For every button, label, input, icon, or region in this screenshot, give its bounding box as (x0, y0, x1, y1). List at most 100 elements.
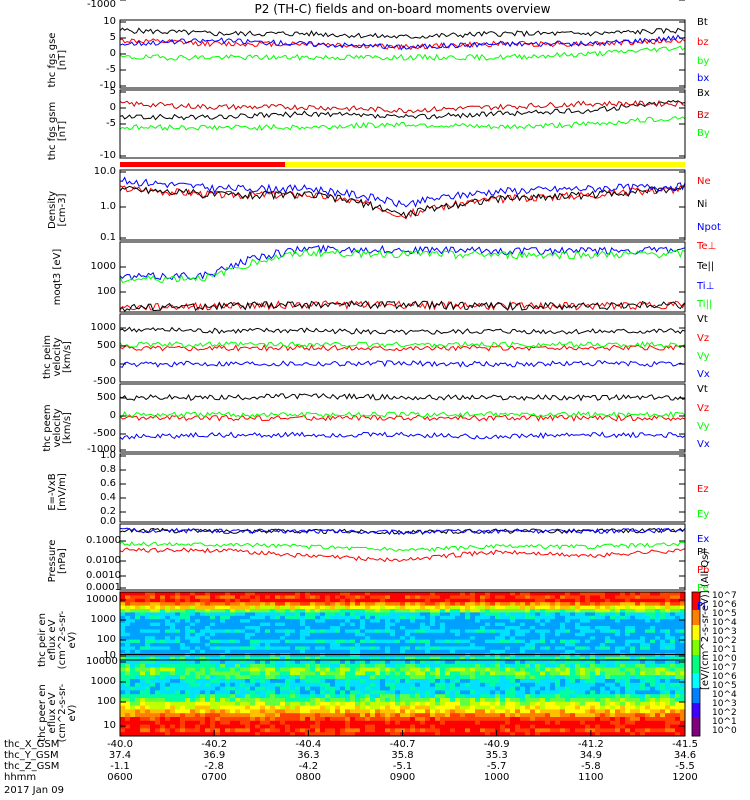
y-tick-label: 0.0100 (86, 555, 121, 566)
legend-entry: Vz (697, 333, 710, 344)
x-tick-label: 34.9 (579, 750, 602, 761)
series-line (119, 299, 686, 312)
legend-entry: bz (697, 37, 709, 48)
x-tick-label: -40.2 (201, 739, 228, 750)
y-tick-label: -500 (93, 376, 116, 387)
x-tick-label: -1.1 (110, 761, 130, 772)
y-tick-label: 0 (109, 48, 116, 59)
series-line (119, 299, 686, 312)
y-tick-label: 1000 (90, 261, 116, 272)
x-tick-label: 34.6 (673, 750, 697, 761)
y-tick-label: 0.2 (100, 506, 116, 517)
x-tick-label: -5.7 (486, 761, 507, 772)
colorbar-tick: 10^1 (712, 645, 737, 655)
x-tick-label: 36.9 (203, 750, 226, 761)
x-tick-label: -41.2 (577, 739, 604, 750)
x-tick-label: 35.3 (485, 750, 508, 761)
series-line (119, 326, 686, 336)
colorbar-tick: 10^0 (712, 726, 737, 736)
legend-entry: bx (697, 73, 710, 84)
legend-entry: Npot (697, 222, 721, 233)
legend-entry: Bz (697, 110, 710, 121)
colorbar (691, 591, 701, 737)
y-tick-label: 10 (103, 16, 116, 27)
panel-4 (119, 241, 686, 313)
x-row-label: thc_X_GSM (4, 739, 60, 750)
panel-frame (119, 169, 686, 241)
legend-entry: Vx (697, 439, 710, 450)
legend-entry: Vt (697, 314, 708, 325)
series-line (119, 37, 686, 51)
x-row-label: thc_Z_GSM (4, 761, 60, 772)
series-line (119, 45, 686, 62)
y-tick-label: 0.1000 (86, 535, 121, 546)
legend-entry: Ti|| (697, 299, 713, 310)
y-axis-label: thc peer en eflux eV (cm^2-s-sr-eV) (37, 683, 78, 743)
panel-frame (119, 241, 686, 313)
panel-5 (119, 0, 686, 383)
x-tick-label: -40.4 (295, 739, 322, 750)
y-axis-label: moqt3 [eV] (52, 248, 63, 306)
x-tick-label: -5.8 (581, 761, 601, 772)
series-line (119, 547, 686, 563)
legend-entry: Pe (697, 583, 709, 594)
series-line (119, 184, 686, 219)
series-line (119, 99, 686, 121)
y-tick-label: 1000 (90, 676, 116, 687)
x-tick-label: 1100 (578, 772, 604, 783)
legend-entry: Vz (697, 403, 710, 414)
y-tick-label: 100 (96, 696, 116, 707)
y-tick-label: 0 (109, 102, 116, 113)
x-tick-label: -40.0 (107, 739, 133, 750)
x-tick-label: -5.5 (675, 761, 695, 772)
colorbar-tick: 10^2 (712, 708, 737, 718)
series-line (119, 360, 686, 368)
series-line (119, 431, 686, 441)
colorbar-tick: 10^4 (712, 618, 737, 628)
series-line (119, 527, 686, 536)
y-tick-label: 500 (96, 392, 116, 403)
x-tick-label: -4.2 (298, 761, 319, 772)
x-tick-label: -41.5 (672, 739, 698, 750)
series-line (119, 176, 686, 208)
x-tick-label: 0700 (201, 772, 227, 783)
y-tick-label: -1000 (86, 444, 116, 455)
legend-entry: Pb (697, 565, 710, 576)
y-tick-label: -5 (106, 118, 116, 129)
x-tick-label: 1200 (672, 772, 698, 783)
colorbar-tick: 10^5 (712, 609, 737, 619)
legend-entry: Vt (697, 384, 708, 395)
series-line (119, 34, 686, 51)
series-line (119, 414, 686, 422)
y-tick-label: 0.0001 (86, 582, 121, 593)
x-tick-label: -40.7 (389, 739, 416, 750)
legend-entry: by (697, 56, 710, 67)
y-tick-label: 0.6 (100, 478, 116, 489)
legend-entry: Ez (697, 484, 709, 495)
panel-frame (119, 383, 686, 453)
legend-entry: Vy (697, 351, 710, 362)
y-tick-label: 0.1 (100, 232, 116, 243)
legend-entry: Te⊥ (697, 241, 717, 252)
y-tick-label: 10 (103, 720, 116, 731)
legend-entry: Te|| (697, 261, 715, 272)
panel-8 (119, 523, 686, 591)
y-tick-label: 1000 (90, 614, 116, 625)
x-tick-label: 37.4 (108, 750, 132, 761)
y-tick-label: 10000 (86, 594, 118, 605)
x-tick-label: 36.3 (297, 750, 320, 761)
legend-entry: By (697, 128, 710, 139)
series-line (120, 410, 686, 419)
x-tick-label: 35.8 (391, 750, 414, 761)
series-line (119, 247, 686, 283)
y-tick-label: 0.0 (100, 516, 116, 527)
heatmap-cells (120, 592, 686, 661)
y-tick-label: 5 (109, 86, 116, 97)
y-tick-label: -1000 (86, 0, 116, 10)
y-axis-label: thc peim velocity [km/s] (42, 335, 73, 379)
x-tick-label: -2.8 (204, 761, 224, 772)
y-axis-label: Density [cm-3] (47, 190, 68, 230)
y-tick-label: 500 (96, 340, 116, 351)
figure-title: P2 (TH-C) fields and on-board moments ov… (254, 2, 551, 16)
